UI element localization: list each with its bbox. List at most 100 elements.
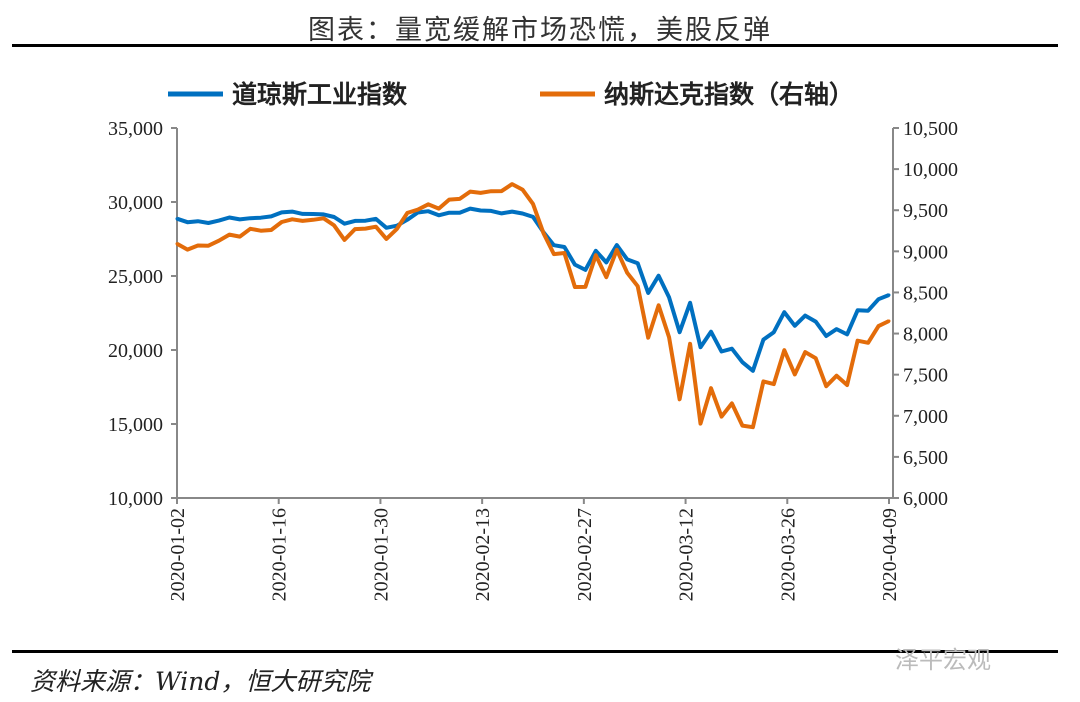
data-point bbox=[510, 210, 514, 214]
data-point bbox=[646, 291, 650, 295]
data-point bbox=[740, 424, 744, 428]
data-point bbox=[238, 217, 242, 221]
right-tick-label: 10,000 bbox=[903, 159, 958, 181]
data-point bbox=[856, 308, 860, 312]
data-point bbox=[751, 369, 755, 373]
data-point bbox=[500, 189, 504, 193]
data-point bbox=[709, 330, 713, 334]
data-point bbox=[772, 382, 776, 386]
x-tick-label: 2020-01-02 bbox=[167, 508, 189, 601]
watermark: 泽平宏观 bbox=[895, 646, 991, 674]
data-point bbox=[175, 242, 179, 246]
right-tick-label: 10,500 bbox=[903, 118, 958, 140]
data-point bbox=[562, 251, 566, 255]
data-point bbox=[426, 209, 430, 213]
data-point bbox=[269, 228, 273, 232]
data-point bbox=[175, 217, 179, 221]
x-tick-label: 2020-02-27 bbox=[574, 508, 596, 601]
data-point bbox=[185, 248, 189, 252]
data-point bbox=[301, 219, 305, 223]
data-point bbox=[521, 212, 525, 216]
data-point bbox=[332, 223, 336, 227]
legend-label: 纳斯达克指数（右轴） bbox=[604, 80, 854, 109]
x-tick-label: 2020-04-09 bbox=[879, 508, 901, 601]
data-point bbox=[290, 210, 294, 214]
data-point bbox=[405, 218, 409, 222]
data-point bbox=[206, 221, 210, 225]
data-point bbox=[531, 202, 535, 206]
data-point bbox=[761, 379, 765, 383]
data-point bbox=[227, 233, 231, 237]
data-point bbox=[301, 212, 305, 216]
data-point bbox=[280, 220, 284, 224]
series-line-nasdaq bbox=[176, 182, 890, 430]
data-point bbox=[772, 330, 776, 334]
data-point bbox=[227, 215, 231, 219]
data-point bbox=[887, 319, 891, 323]
data-point bbox=[322, 212, 326, 216]
data-point bbox=[332, 215, 336, 219]
data-point bbox=[374, 217, 378, 221]
data-point bbox=[887, 293, 891, 297]
data-point bbox=[437, 207, 441, 211]
data-point bbox=[803, 314, 807, 318]
data-point bbox=[363, 227, 367, 231]
data-point bbox=[217, 239, 221, 243]
data-point bbox=[604, 275, 608, 279]
data-point bbox=[583, 285, 587, 289]
left-tick-label: 25,000 bbox=[108, 266, 163, 288]
data-point bbox=[468, 207, 472, 211]
right-tick-label: 8,000 bbox=[903, 324, 948, 346]
data-point bbox=[395, 227, 399, 231]
data-point bbox=[185, 220, 189, 224]
right-tick-label: 7,000 bbox=[903, 406, 948, 428]
data-point bbox=[782, 348, 786, 352]
data-point bbox=[426, 202, 430, 206]
data-point bbox=[311, 218, 315, 222]
data-point bbox=[699, 422, 703, 426]
data-point bbox=[374, 225, 378, 229]
x-tick-label: 2020-03-12 bbox=[676, 508, 698, 601]
series-line-dow-jones bbox=[176, 206, 890, 373]
legend-label: 道琼斯工业指数 bbox=[232, 80, 408, 109]
data-point bbox=[206, 244, 210, 248]
data-point bbox=[604, 260, 608, 264]
data-point bbox=[353, 219, 357, 223]
data-point bbox=[678, 397, 682, 401]
data-point bbox=[709, 386, 713, 390]
data-point bbox=[479, 209, 483, 213]
data-point bbox=[384, 226, 388, 230]
data-point bbox=[667, 335, 671, 339]
data-point bbox=[248, 216, 252, 220]
data-point bbox=[343, 238, 347, 242]
data-point bbox=[489, 209, 493, 213]
data-point bbox=[636, 284, 640, 288]
data-point bbox=[416, 208, 420, 212]
data-point bbox=[583, 268, 587, 272]
data-point bbox=[594, 249, 598, 253]
data-point bbox=[856, 339, 860, 343]
data-point bbox=[489, 189, 493, 193]
data-point bbox=[447, 211, 451, 215]
data-point bbox=[541, 231, 545, 235]
left-tick-label: 20,000 bbox=[108, 340, 163, 362]
data-point bbox=[793, 372, 797, 376]
data-point bbox=[280, 210, 284, 214]
data-point bbox=[238, 235, 242, 239]
data-point bbox=[573, 263, 577, 267]
data-point bbox=[259, 229, 263, 233]
data-point bbox=[657, 274, 661, 278]
left-tick-label: 15,000 bbox=[108, 414, 163, 436]
data-point bbox=[740, 360, 744, 364]
data-point bbox=[699, 345, 703, 349]
data-point bbox=[678, 330, 682, 334]
right-tick-label: 9,500 bbox=[903, 200, 948, 222]
data-point bbox=[269, 214, 273, 218]
x-tick-label: 2020-01-30 bbox=[370, 508, 392, 601]
left-tick-label: 10,000 bbox=[108, 488, 163, 510]
data-point bbox=[877, 324, 881, 328]
data-point bbox=[625, 257, 629, 261]
data-point bbox=[803, 350, 807, 354]
source-note: 资料来源：Wind，恒大研究院 bbox=[30, 667, 371, 696]
data-point bbox=[405, 211, 409, 215]
